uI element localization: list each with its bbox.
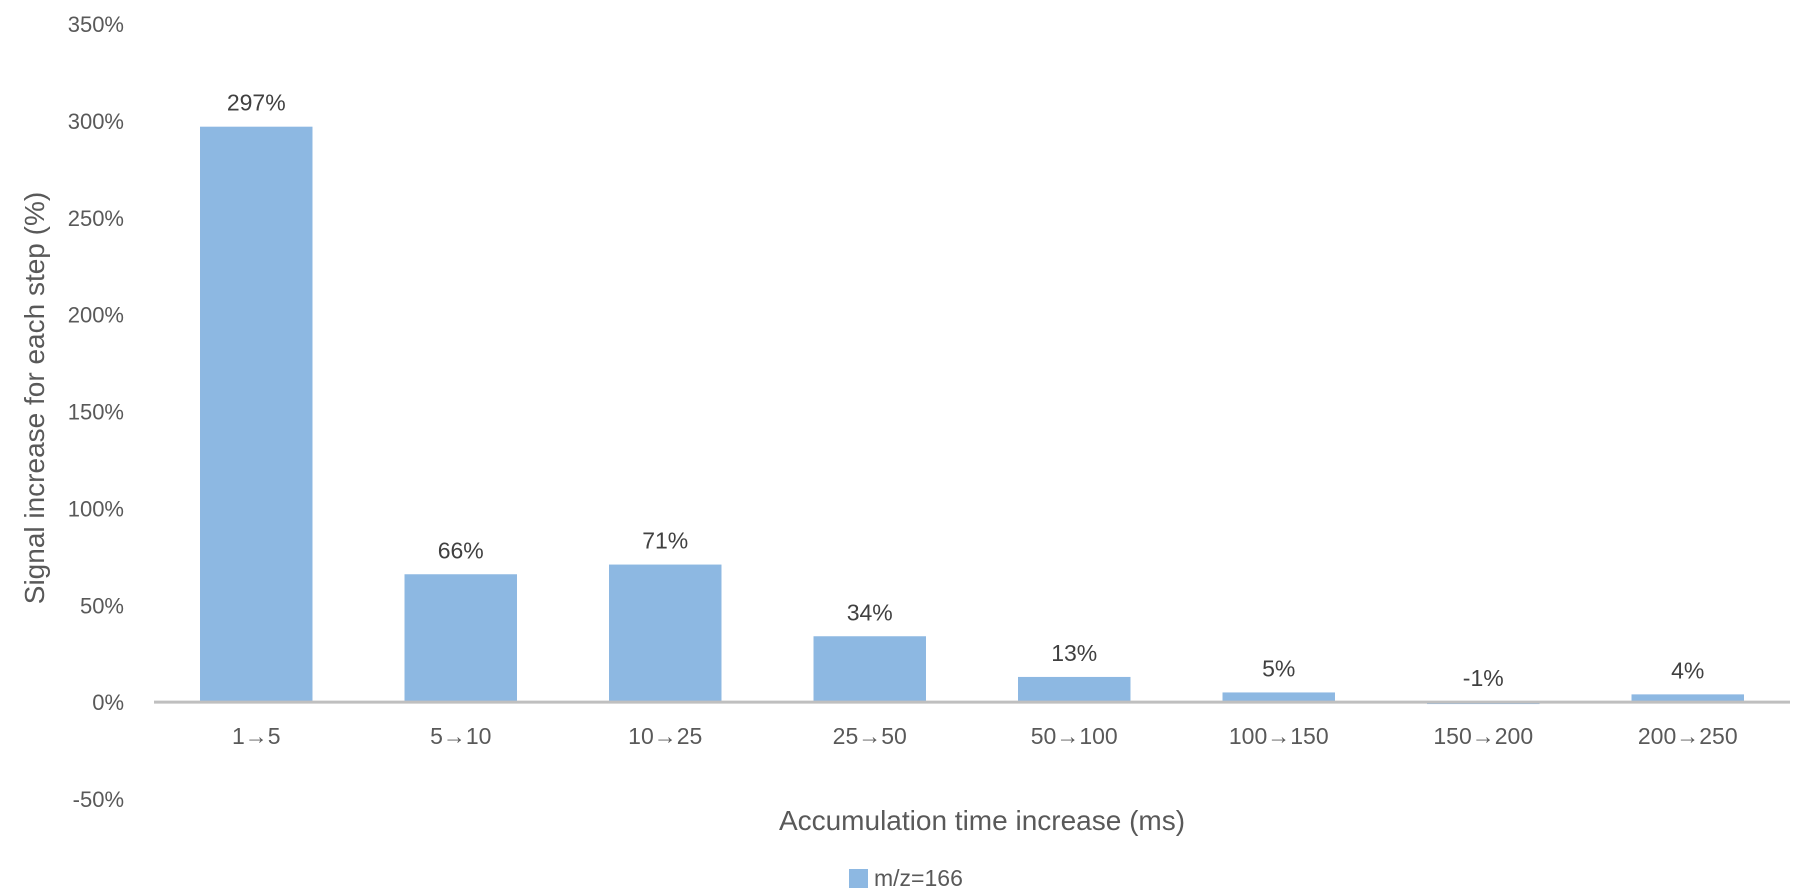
y-axis-title: Signal increase for each step (%) [19,192,50,604]
data-label: 34% [847,599,893,625]
y-tick-label: -50% [73,787,124,812]
data-label: -1% [1463,665,1504,691]
y-tick-label: 200% [68,303,124,328]
bar [404,574,517,703]
data-label: 297% [227,90,286,116]
bar [813,636,926,703]
x-tick-label: 100→150 [1229,723,1329,749]
bar [1222,692,1335,703]
x-tick-label: 10→25 [628,723,702,749]
x-axis-title: Accumulation time increase (ms) [779,805,1185,836]
y-tick-label: 300% [68,109,124,134]
data-label: 13% [1051,640,1097,666]
x-tick-label: 1→5 [232,723,281,749]
data-label: 4% [1671,657,1704,683]
bar [609,564,722,703]
legend-swatch [849,869,868,888]
x-axis-categories: 1→5 5→10 10→25 25→50 50→100 100→150 150→200 200… [232,723,1738,749]
x-tick-label: 25→50 [833,723,907,749]
legend: m/z=166 [849,865,963,891]
x-tick-label: 150→200 [1433,723,1533,749]
data-label: 66% [438,537,484,563]
data-label: 71% [642,528,688,554]
x-tick-label: 200→250 [1638,723,1738,749]
bar [1018,676,1131,703]
x-tick-label: 5→10 [430,723,491,749]
bars [200,126,1744,705]
x-tick-label: 50→100 [1031,723,1118,749]
y-axis-ticks: 350% 300% 250% 200% 150% 100% 50% 0% -50% [68,12,124,812]
bar [200,126,313,703]
bar [1631,694,1744,703]
y-tick-label: 0% [92,690,124,715]
y-tick-label: 250% [68,206,124,231]
data-labels: 297% 66% 71% 34% 13% 5% -1% 4% [227,90,1705,691]
y-tick-label: 350% [68,12,124,37]
data-label: 5% [1262,655,1295,681]
legend-label: m/z=166 [874,865,963,891]
y-tick-label: 50% [80,593,124,618]
y-tick-label: 150% [68,400,124,425]
y-tick-label: 100% [68,496,124,521]
